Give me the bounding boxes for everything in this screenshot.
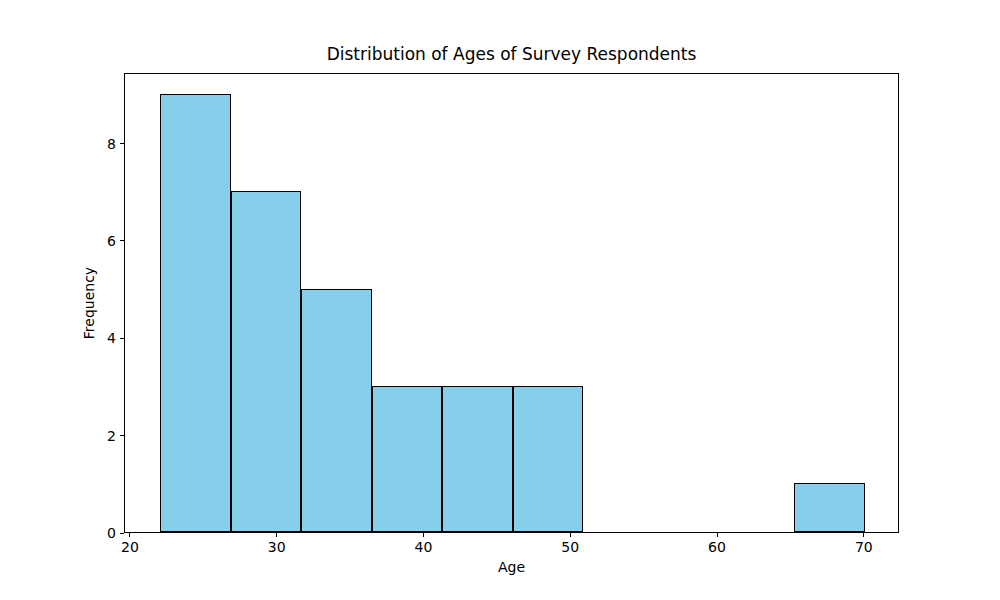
x-tick-label: 60 [697,539,737,555]
x-tick-label: 40 [403,539,443,555]
histogram-bar [442,386,513,532]
plot-area [124,73,899,533]
x-tick-mark [863,533,864,537]
chart-title: Distribution of Ages of Survey Responden… [124,44,899,64]
x-tick-label: 20 [110,539,150,555]
y-tick-mark [120,435,124,436]
y-tick-label: 8 [82,137,116,151]
y-tick-mark [120,338,124,339]
x-tick-mark [717,533,718,537]
x-axis-label: Age [124,559,899,575]
y-tick-mark [120,533,124,534]
x-tick-mark [570,533,571,537]
histogram-bar [301,289,372,532]
bars-layer [125,74,898,532]
y-axis-label: Frequency [81,267,97,339]
x-tick-mark [423,533,424,537]
x-tick-label: 30 [257,539,297,555]
histogram-bar [231,191,302,532]
figure-canvas: Distribution of Ages of Survey Responden… [0,0,1000,600]
histogram-bar [372,386,443,532]
y-tick-mark [120,143,124,144]
histogram-bar [160,94,231,532]
histogram-bar [513,386,584,532]
x-tick-label: 70 [844,539,884,555]
y-tick-mark [120,240,124,241]
y-tick-label: 0 [82,526,116,540]
y-tick-label: 2 [82,429,116,443]
x-tick-mark [276,533,277,537]
y-tick-label: 6 [82,234,116,248]
x-tick-mark [129,533,130,537]
x-tick-label: 50 [550,539,590,555]
histogram-bar [794,483,865,532]
